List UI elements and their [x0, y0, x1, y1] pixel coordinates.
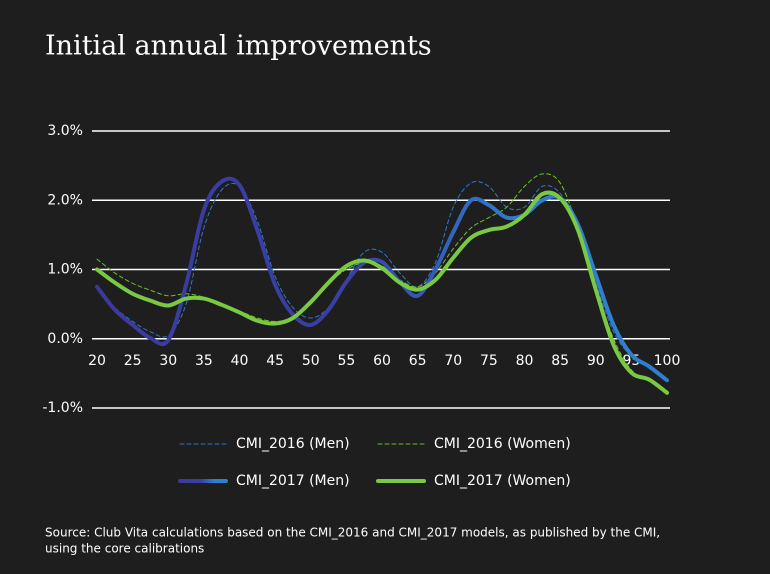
x-tick-label: 90	[587, 353, 605, 369]
legend-label: CMI_2016 (Women)	[434, 436, 571, 452]
x-tick-label: 60	[373, 353, 391, 369]
x-tick-label: 35	[195, 353, 213, 369]
x-tick-label: 75	[480, 353, 498, 369]
x-tick-label: 25	[124, 353, 142, 369]
x-tick-label: 80	[516, 353, 534, 369]
x-tick-label: 100	[654, 353, 681, 369]
y-tick-label: 2.0%	[47, 192, 83, 208]
legend-label: CMI_2017 (Women)	[434, 473, 571, 489]
legend-label: CMI_2017 (Men)	[236, 473, 350, 489]
x-tick-label: 45	[266, 353, 284, 369]
series-line	[95, 190, 669, 395]
legend-label: CMI_2016 (Men)	[236, 436, 350, 452]
y-tick-label: 3.0%	[47, 123, 83, 139]
x-tick-label: 20	[88, 353, 106, 369]
y-tick-label: 1.0%	[47, 262, 83, 278]
source-note: Source: Club Vita calculations based on …	[45, 526, 660, 540]
chart-title: Initial annual improvements	[45, 31, 432, 62]
x-tick-label: 55	[337, 353, 355, 369]
y-tick-label: 0.0%	[47, 331, 83, 347]
x-tick-label: 65	[409, 353, 427, 369]
x-tick-label: 85	[551, 353, 569, 369]
x-tick-label: 50	[302, 353, 320, 369]
y-tick-label: -1.0%	[42, 400, 83, 416]
x-tick-label: 70	[444, 353, 462, 369]
x-tick-label: 30	[159, 353, 177, 369]
x-tick-label: 40	[231, 353, 249, 369]
source-note: using the core calibrations	[45, 542, 204, 556]
